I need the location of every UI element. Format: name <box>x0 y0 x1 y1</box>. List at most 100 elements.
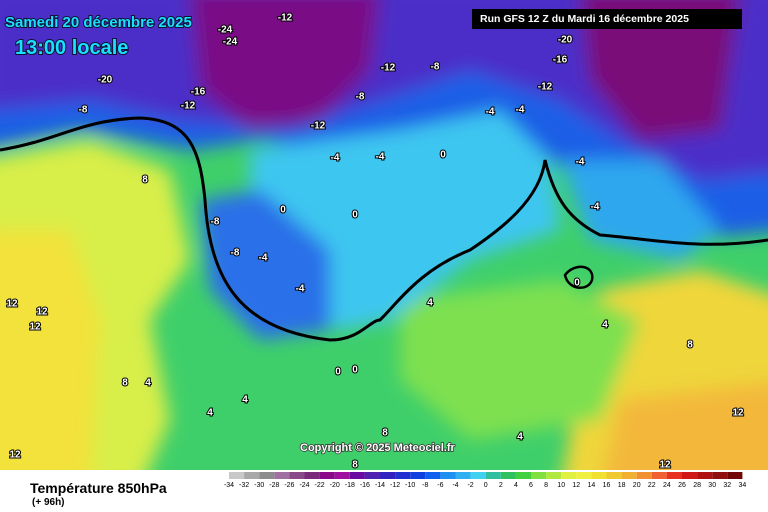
isotherm-label: 8 <box>352 460 358 471</box>
isotherm-label: 0 <box>352 210 358 221</box>
scale-swatch <box>229 472 245 479</box>
scale-swatch <box>395 472 411 479</box>
isotherm-label: -8 <box>211 217 220 228</box>
scale-label: 28 <box>693 482 701 489</box>
scale-label: 12 <box>572 482 580 489</box>
scale-swatch <box>380 472 396 479</box>
isotherm-label: 0 <box>574 278 580 289</box>
scale-label: 18 <box>618 482 626 489</box>
scale-swatch <box>727 472 743 479</box>
scale-label: -10 <box>405 482 415 489</box>
scale-swatch <box>697 472 713 479</box>
scale-swatch <box>621 472 637 479</box>
isotherm-label: 4 <box>145 378 151 389</box>
scale-label: 22 <box>648 482 656 489</box>
isotherm-label: -4 <box>486 107 495 118</box>
scale-swatch <box>515 472 531 479</box>
run-box <box>472 9 742 29</box>
scale-swatch <box>334 472 350 479</box>
isotherm-label: 4 <box>427 298 433 309</box>
isotherm-label: -12 <box>311 121 326 132</box>
isotherm-label: -24 <box>218 25 233 36</box>
scale-label: 32 <box>723 482 731 489</box>
scale-label: -28 <box>269 482 279 489</box>
scale-label: 20 <box>633 482 641 489</box>
scale-swatch <box>651 472 667 479</box>
scale-swatch <box>531 472 547 479</box>
isotherm-label: -8 <box>79 105 88 116</box>
scale-label: -16 <box>360 482 370 489</box>
scale-label: 4 <box>514 482 518 489</box>
isotherm-label: 12 <box>36 307 48 318</box>
scale-label: 16 <box>603 482 611 489</box>
scale-label: -12 <box>390 482 400 489</box>
scale-label: -26 <box>284 482 294 489</box>
isotherm-label: -20 <box>98 75 113 86</box>
scale-swatch <box>440 472 456 479</box>
isotherm-label: -4 <box>591 202 600 213</box>
scale-label: 26 <box>678 482 686 489</box>
forecast-time: 13:00 locale <box>15 37 128 59</box>
scale-swatch <box>666 472 682 479</box>
isotherm-label: 4 <box>207 408 213 419</box>
scale-label: 34 <box>739 482 747 489</box>
isotherm-label: -12 <box>181 101 196 112</box>
scale-swatch <box>244 472 260 479</box>
scale-label: 30 <box>708 482 716 489</box>
isotherm-label: 8 <box>122 378 128 389</box>
scale-swatch <box>500 472 516 479</box>
isotherm-label: 0 <box>352 365 358 376</box>
isotherm-label: -4 <box>376 152 385 163</box>
isotherm-label: 4 <box>602 320 608 331</box>
isotherm-label: 4 <box>517 432 523 443</box>
scale-swatch <box>485 472 501 479</box>
scale-swatch <box>319 472 335 479</box>
scale-label: 10 <box>557 482 565 489</box>
scale-swatch <box>364 472 380 479</box>
scale-label: 6 <box>529 482 533 489</box>
isotherm-label: 8 <box>382 428 388 439</box>
isotherm-label: -4 <box>296 284 305 295</box>
scale-swatch <box>636 472 652 479</box>
isotherm-label: 0 <box>335 367 341 378</box>
scale-swatch <box>561 472 577 479</box>
scale-label: 24 <box>663 482 671 489</box>
scale-swatch <box>455 472 471 479</box>
scale-label: -14 <box>375 482 385 489</box>
isotherm-label: -8 <box>356 92 365 103</box>
scale-label: -4 <box>452 482 458 489</box>
isotherm-contour <box>563 265 594 289</box>
scale-label: 8 <box>544 482 548 489</box>
scale-swatch <box>425 472 441 479</box>
scale-label: -24 <box>299 482 309 489</box>
scale-label: -8 <box>422 482 428 489</box>
scale-label: -22 <box>315 482 325 489</box>
scale-swatch <box>470 472 486 479</box>
scale-label: -34 <box>224 482 234 489</box>
isotherm-contour <box>0 116 768 342</box>
isotherm-label: 0 <box>440 150 446 161</box>
isotherm-label: 12 <box>659 460 671 471</box>
isotherm-label: -16 <box>553 55 568 66</box>
isotherm-label: -16 <box>191 87 206 98</box>
isotherm-label: 12 <box>9 450 21 461</box>
scale-label: 14 <box>588 482 596 489</box>
footer-subtitle: (+ 96h) <box>32 497 65 508</box>
isotherm-label: 12 <box>29 322 41 333</box>
run-info: Run GFS 12 Z du Mardi 16 décembre 2025 <box>480 13 689 25</box>
scale-label: -6 <box>437 482 443 489</box>
isotherm-label: 12 <box>6 299 18 310</box>
isotherm-label: -4 <box>576 157 585 168</box>
isotherm-label: 0 <box>280 205 286 216</box>
scale-label: 2 <box>499 482 503 489</box>
isotherm-label: -12 <box>381 63 396 74</box>
isotherm-label: -24 <box>223 37 238 48</box>
isotherm-label: 8 <box>142 175 148 186</box>
isotherm-label: -20 <box>558 35 573 46</box>
forecast-date: Samedi 20 décembre 2025 <box>5 14 192 31</box>
scale-label: -2 <box>467 482 473 489</box>
scale-swatch <box>274 472 290 479</box>
scale-label: -30 <box>254 482 264 489</box>
copyright: Copyright © 2025 Meteociel.fr <box>300 442 456 454</box>
